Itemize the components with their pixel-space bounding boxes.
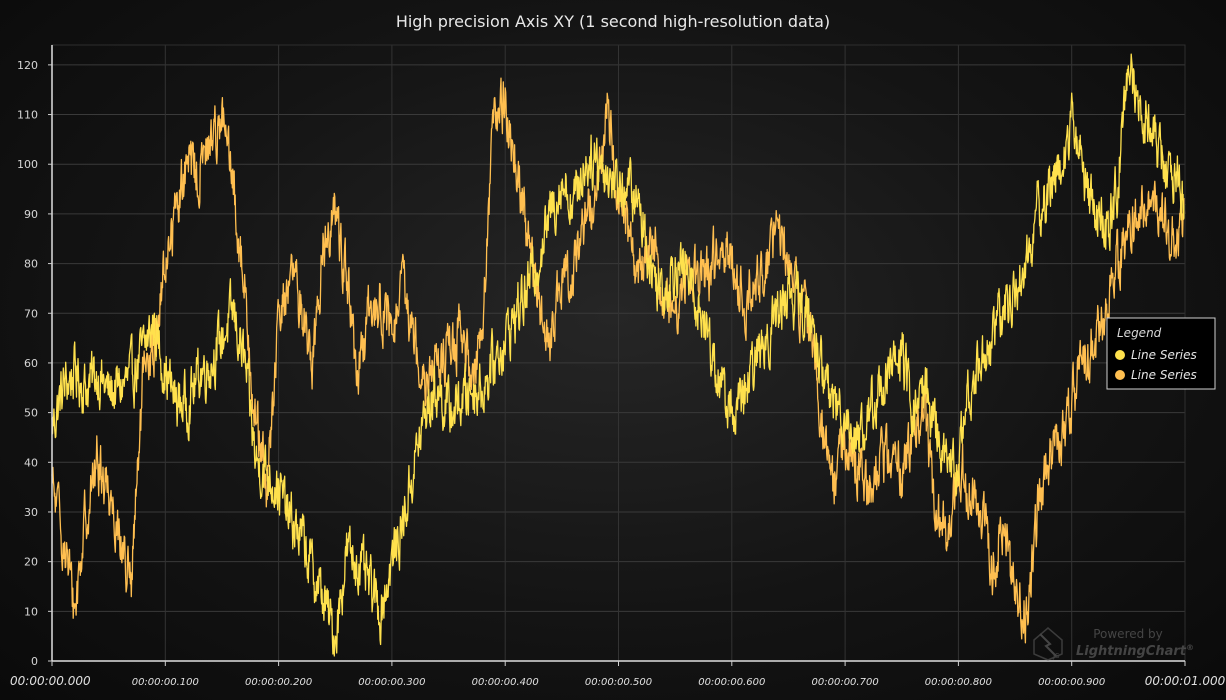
series-line-2 bbox=[51, 77, 1186, 644]
legend-item-2[interactable]: Line Series bbox=[1115, 368, 1197, 382]
y-tick-label: 50 bbox=[24, 407, 38, 420]
y-tick-label: 120 bbox=[17, 59, 38, 72]
grid-lines bbox=[52, 45, 1185, 662]
legend-marker-2 bbox=[1115, 370, 1125, 380]
legend-marker-1 bbox=[1115, 350, 1125, 360]
y-tick-label: 0 bbox=[31, 655, 38, 668]
y-axis-ticks: 0 10 20 30 40 50 60 70 80 90 100 110 120 bbox=[17, 59, 52, 668]
y-tick-label: 60 bbox=[24, 357, 38, 370]
x-tick-label: 00:00:00.900 bbox=[1038, 677, 1105, 688]
watermark-brand: LightningChart bbox=[1076, 644, 1187, 659]
series-layer bbox=[51, 53, 1186, 657]
x-tick-label: 00:00:00.500 bbox=[585, 677, 652, 688]
y-tick-label: 90 bbox=[24, 208, 38, 221]
series-line-1 bbox=[51, 53, 1186, 657]
y-tick-label: 70 bbox=[24, 307, 38, 320]
lightningchart-watermark: JS Powered by LightningChart® bbox=[1033, 627, 1194, 661]
y-tick-label: 20 bbox=[24, 556, 38, 569]
x-tick-label: 00:00:00.800 bbox=[925, 677, 992, 688]
y-tick-label: 40 bbox=[24, 456, 38, 469]
legend-label-1: Line Series bbox=[1131, 348, 1197, 362]
watermark-line1: Powered by bbox=[1093, 627, 1163, 641]
legend-item-1[interactable]: Line Series bbox=[1115, 348, 1197, 362]
y-tick-label: 10 bbox=[24, 605, 38, 618]
chart-title: High precision Axis XY (1 second high-re… bbox=[396, 12, 830, 31]
y-tick-label: 110 bbox=[17, 109, 38, 122]
x-tick-label: 00:00:01.000 bbox=[1145, 674, 1226, 688]
y-tick-label: 80 bbox=[24, 258, 38, 271]
x-tick-label: 00:00:00.300 bbox=[358, 677, 425, 688]
y-tick-label: 30 bbox=[24, 506, 38, 519]
logo-tag: JS bbox=[1052, 652, 1060, 660]
legend-label-2: Line Series bbox=[1131, 368, 1197, 382]
x-tick-label: 00:00:00.200 bbox=[245, 677, 312, 688]
y-tick-label: 100 bbox=[17, 158, 38, 171]
legend-title: Legend bbox=[1117, 326, 1162, 340]
legend: Legend Line Series Line Series bbox=[1106, 317, 1216, 390]
legend-box bbox=[1106, 317, 1216, 390]
x-tick-label: 00:00:00.700 bbox=[812, 677, 879, 688]
x-tick-label: 00:00:00.400 bbox=[472, 677, 539, 688]
x-axis-ticks: 00:00:00.000 00:00:00.100 00:00:00.200 00:0… bbox=[10, 661, 1226, 688]
lightningchart-logo-icon: JS bbox=[1033, 627, 1063, 661]
watermark-registered-mark: ® bbox=[1186, 643, 1194, 652]
x-tick-label: 00:00:00.000 bbox=[10, 674, 91, 688]
watermark-line2: LightningChart® bbox=[1076, 643, 1194, 659]
x-tick-label: 00:00:00.600 bbox=[698, 677, 765, 688]
x-tick-label: 00:00:00.100 bbox=[132, 677, 199, 688]
